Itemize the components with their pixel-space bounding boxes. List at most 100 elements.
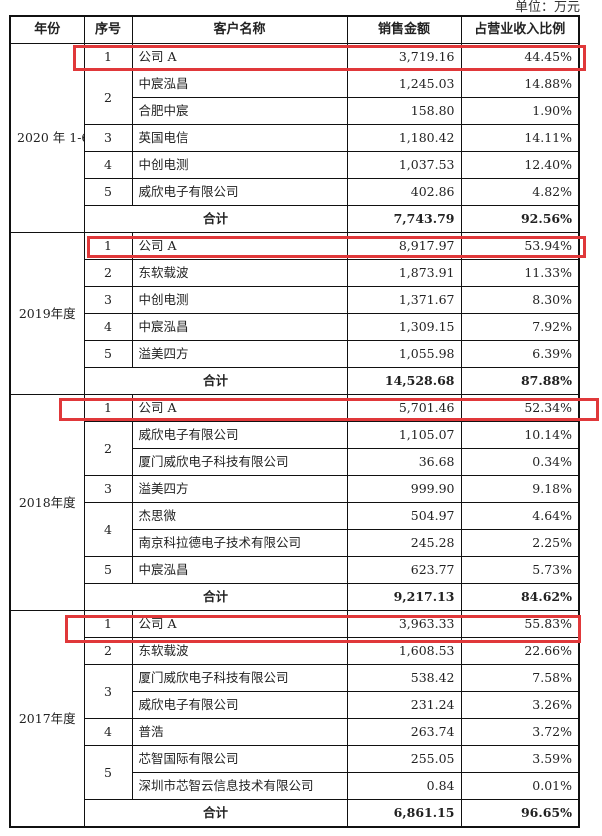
total-label: 合计 <box>83 205 348 233</box>
table-row: 5 芯智国际有限公司 255.05 3.59% <box>10 745 580 800</box>
seq-cell: 2 <box>83 421 133 476</box>
sales-cell: 8,917.97 <box>346 232 462 260</box>
ratio-cell: 0.01% <box>460 772 580 800</box>
table-row: 2 东软载波 1,608.53 22.66% <box>10 637 580 665</box>
table-row: 2 东软载波 1,873.91 11.33% <box>10 259 580 287</box>
ratio-cell: 4.82% <box>460 178 580 206</box>
sales-cell: 1,608.53 <box>346 637 462 665</box>
customer-cell: 中宸泓昌 <box>131 556 348 584</box>
seq-cell: 4 <box>83 313 133 341</box>
total-sales: 7,743.79 <box>346 205 462 233</box>
sales-cell: 0.84 <box>346 772 462 800</box>
customer-cell: 东软载波 <box>131 259 348 287</box>
header-sales: 销售金额 <box>346 15 462 44</box>
ratio-cell: 3.59% <box>460 745 580 773</box>
customer-cell: 溢美四方 <box>131 340 348 368</box>
table-row: 3 溢美四方 999.90 9.18% <box>10 475 580 503</box>
ratio-cell: 44.45% <box>460 43 580 71</box>
sales-cell: 3,719.16 <box>346 43 462 71</box>
table-row: 3 英国电信 1,180.42 14.11% <box>10 124 580 152</box>
customer-cell: 中创电测 <box>131 286 348 314</box>
table-row: 2 中宸泓昌 1,245.03 14.88% <box>10 70 580 125</box>
sales-cell: 1,180.42 <box>346 124 462 152</box>
customer-cell: 公司 A <box>131 232 348 260</box>
table-row: 2 威欣电子有限公司 1,105.07 10.14% <box>10 421 580 476</box>
sales-cell: 504.97 <box>346 502 462 530</box>
seq-cell: 3 <box>83 475 133 503</box>
total-sales: 14,528.68 <box>346 367 462 395</box>
customer-cell: 芯智国际有限公司 <box>131 745 348 773</box>
header-ratio: 占营业收入比例 <box>460 15 580 44</box>
seq-cell: 3 <box>83 124 133 152</box>
sales-cell: 263.74 <box>346 718 462 746</box>
customer-cell: 中创电测 <box>131 151 348 179</box>
table-row: 厦门威欣电子科技有限公司 36.68 0.34% <box>10 448 580 476</box>
ratio-cell: 2.25% <box>460 529 580 557</box>
sales-cell: 255.05 <box>346 745 462 773</box>
sales-cell: 402.86 <box>346 178 462 206</box>
table-row: 5 中宸泓昌 623.77 5.73% <box>10 556 580 584</box>
total-ratio: 92.56% <box>460 205 580 233</box>
sales-cell: 1,309.15 <box>346 313 462 341</box>
sales-cell: 245.28 <box>346 529 462 557</box>
ratio-cell: 53.94% <box>460 232 580 260</box>
seq-cell: 3 <box>83 286 133 314</box>
seq-cell: 5 <box>83 340 133 368</box>
seq-cell: 4 <box>83 151 133 179</box>
customer-cell: 英国电信 <box>131 124 348 152</box>
seq-cell: 1 <box>83 610 133 638</box>
customer-cell: 公司 A <box>131 610 348 638</box>
table-row: 南京科拉德电子技术有限公司 245.28 2.25% <box>10 529 580 557</box>
period-2019: 2019年度 <box>9 232 85 395</box>
customer-cell: 东软载波 <box>131 637 348 665</box>
customer-cell: 深圳市芯智云信息技术有限公司 <box>131 772 348 800</box>
ratio-cell: 14.88% <box>460 70 580 98</box>
customer-cell: 合肥中宸 <box>131 97 348 125</box>
unit-label: 单位：万元 <box>514 0 580 15</box>
customer-cell: 南京科拉德电子技术有限公司 <box>131 529 348 557</box>
total-label: 合计 <box>83 583 348 611</box>
period-2018: 2018年度 <box>9 394 85 611</box>
header-customer: 客户名称 <box>131 15 348 44</box>
header-year: 年份 <box>9 15 85 44</box>
total-label: 合计 <box>83 799 348 828</box>
sales-cell: 3,963.33 <box>346 610 462 638</box>
ratio-cell: 10.14% <box>460 421 580 449</box>
customer-cell: 公司 A <box>131 394 348 422</box>
ratio-cell: 12.40% <box>460 151 580 179</box>
seq-cell: 2 <box>83 70 133 125</box>
ratio-cell: 3.72% <box>460 718 580 746</box>
seq-cell: 2 <box>83 259 133 287</box>
total-ratio: 84.62% <box>460 583 580 611</box>
total-row: 合计 7,743.79 92.56% <box>10 205 580 233</box>
ratio-cell: 8.30% <box>460 286 580 314</box>
table-row: 3 厦门威欣电子科技有限公司 538.42 7.58% <box>10 664 580 719</box>
ratio-cell: 55.83% <box>460 610 580 638</box>
period-2020h1: 2020 年 1-6 月 <box>9 43 85 233</box>
customer-cell: 公司 A <box>131 43 348 71</box>
sales-cell: 231.24 <box>346 691 462 719</box>
customer-cell: 威欣电子有限公司 <box>131 691 348 719</box>
total-row: 合计 14,528.68 87.88% <box>10 367 580 395</box>
ratio-cell: 0.34% <box>460 448 580 476</box>
total-sales: 6,861.15 <box>346 799 462 828</box>
table-row: 4 杰思微 504.97 4.64% <box>10 502 580 557</box>
ratio-cell: 14.11% <box>460 124 580 152</box>
seq-cell: 3 <box>83 664 133 719</box>
table-row: 深圳市芯智云信息技术有限公司 0.84 0.01% <box>10 772 580 800</box>
customer-cell: 威欣电子有限公司 <box>131 178 348 206</box>
sales-cell: 999.90 <box>346 475 462 503</box>
sales-cell: 1,371.67 <box>346 286 462 314</box>
ratio-cell: 52.34% <box>460 394 580 422</box>
sales-cell: 1,873.91 <box>346 259 462 287</box>
table-row: 合肥中宸 158.80 1.90% <box>10 97 580 125</box>
sales-cell: 1,245.03 <box>346 70 462 98</box>
table-row: 2019年度 1 公司 A 8,917.97 53.94% <box>9 232 580 395</box>
period-2017: 2017年度 <box>9 610 85 828</box>
seq-cell: 1 <box>83 232 133 260</box>
customer-cell: 杰思微 <box>131 502 348 530</box>
table-row: 4 中创电测 1,037.53 12.40% <box>10 151 580 179</box>
ratio-cell: 1.90% <box>460 97 580 125</box>
ratio-cell: 11.33% <box>460 259 580 287</box>
ratio-cell: 7.92% <box>460 313 580 341</box>
